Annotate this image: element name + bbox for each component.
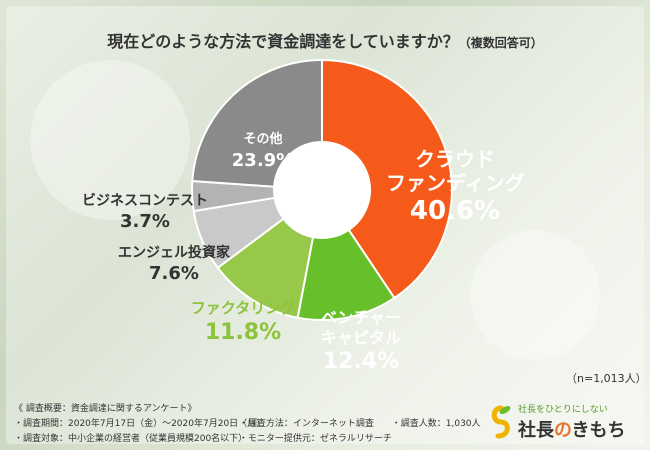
logo-name: 社長のきもち: [518, 416, 625, 442]
label-contest: ビジネスコンテスト 3.7%: [70, 192, 220, 234]
label-other: その他 23.9%: [228, 132, 298, 174]
label-crowdfunding-name-2: ファンディング: [386, 171, 525, 195]
logo-name-b: の: [554, 420, 572, 441]
chart-title: 現在どのような方法で資金調達をしていますか？（複数回答可）: [0, 28, 650, 52]
label-venture: ベンチャー キャピタル 12.4%: [306, 308, 416, 376]
label-factoring-name: ファクタリング: [190, 299, 296, 317]
leaf-mascot-icon: [491, 405, 511, 439]
footer-period: ・調査期間：2020年7月17日（金）～2020年7月20日（月）: [14, 419, 266, 429]
label-venture-name-1: ベンチャー: [321, 308, 401, 327]
footer-target: ・調査対象：中小企業の経営者（従業員規模200名以下）: [14, 434, 248, 444]
label-factoring: ファクタリング 11.8%: [180, 298, 306, 348]
label-angel: エンジェル投資家 7.6%: [108, 244, 240, 286]
donut-hole: [274, 142, 370, 238]
label-angel-value: 7.6%: [149, 263, 199, 284]
background-decoration: [470, 230, 600, 360]
brand-logo[interactable]: 社長をひとりにしない 社長のきもち: [488, 402, 638, 442]
background-decoration: [30, 60, 190, 220]
label-angel-name: エンジェル投資家: [118, 245, 230, 261]
logo-name-a: 社長: [518, 420, 554, 441]
label-factoring-value: 11.8%: [204, 320, 282, 345]
footer-provider: ・モニター提供元：ゼネラルリサーチ: [238, 434, 392, 444]
logo-tagline: 社長をひとりにしない: [518, 405, 608, 415]
label-other-name: その他: [243, 132, 283, 147]
label-contest-value: 3.7%: [120, 211, 170, 232]
label-crowdfunding-name-1: クラウド: [415, 147, 495, 171]
logo-name-c: きもち: [571, 420, 626, 441]
chart-title-main: 現在どのような方法で資金調達をしていますか？: [107, 32, 459, 51]
label-venture-name-2: キャピタル: [320, 328, 401, 347]
chart-title-sub: （複数回答可）: [458, 36, 543, 50]
sample-size-note: （n=1,013人）: [566, 372, 647, 385]
footer-method: ・調査方法：インターネット調査: [238, 419, 374, 429]
label-venture-value: 12.4%: [322, 349, 400, 374]
survey-footer: 《 調査概要：資金調達に関するアンケート》 ・調査期間：2020年7月17日（金…: [14, 402, 481, 447]
footer-count: ・調査人数：1,030人: [391, 419, 481, 429]
label-contest-name: ビジネスコンテスト: [82, 193, 208, 209]
label-other-value: 23.9%: [231, 150, 295, 171]
label-crowdfunding-value: 40.6%: [409, 196, 501, 226]
footer-heading: 《 調査概要：資金調達に関するアンケート》: [14, 404, 197, 414]
label-crowdfunding: クラウド ファンディング 40.6%: [386, 147, 525, 227]
